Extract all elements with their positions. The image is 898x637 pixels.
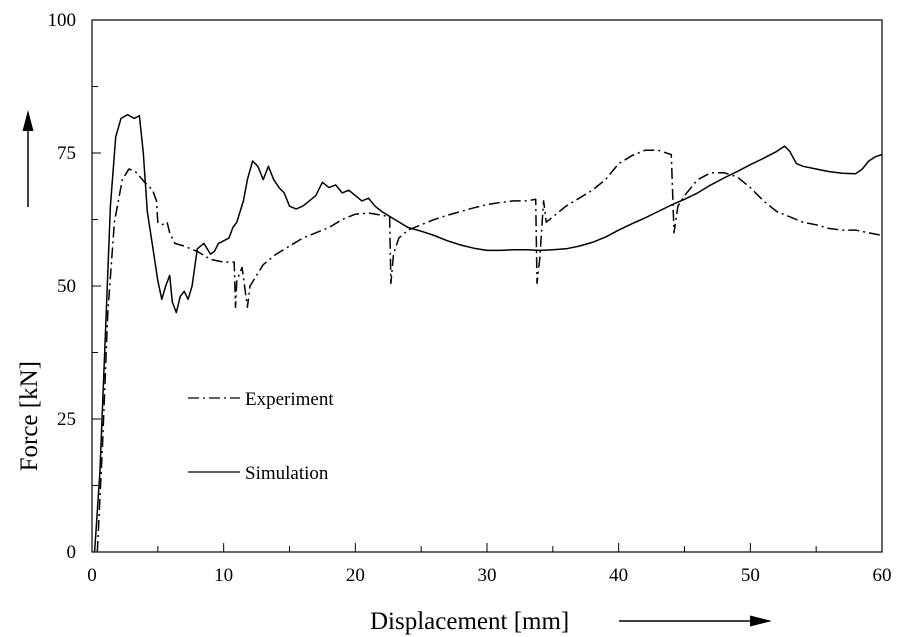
x-axis-arrow-head <box>750 615 772 627</box>
y-tick-label: 100 <box>48 10 77 31</box>
x-tick-label: 60 <box>873 565 892 586</box>
y-axis-title: Force [kN] <box>16 361 43 471</box>
x-axis-ticks: 0 10 20 30 40 50 60 <box>87 543 892 586</box>
x-tick-label: 10 <box>214 565 233 586</box>
series-layer <box>93 113 883 553</box>
y-tick-label: 0 <box>67 542 77 563</box>
x-tick-label: 50 <box>741 565 760 586</box>
series-line-simulation <box>93 113 883 553</box>
y-tick-label: 50 <box>57 276 76 297</box>
series-line-experiment <box>96 149 883 553</box>
x-axis-title: Displacement [mm] <box>370 608 569 635</box>
legend: Experiment Simulation <box>188 389 334 484</box>
x-tick-label: 20 <box>346 565 365 586</box>
x-tick-label: 40 <box>609 565 628 586</box>
legend-label-simulation: Simulation <box>245 463 329 484</box>
y-tick-label: 75 <box>57 143 76 164</box>
y-axis-ticks: 0 25 50 75 100 <box>48 10 101 563</box>
legend-label-experiment: Experiment <box>245 389 334 410</box>
y-axis-arrow-head <box>22 110 34 131</box>
x-tick-label: 30 <box>478 565 497 586</box>
x-tick-label: 0 <box>87 565 97 586</box>
y-tick-label: 25 <box>57 409 76 430</box>
